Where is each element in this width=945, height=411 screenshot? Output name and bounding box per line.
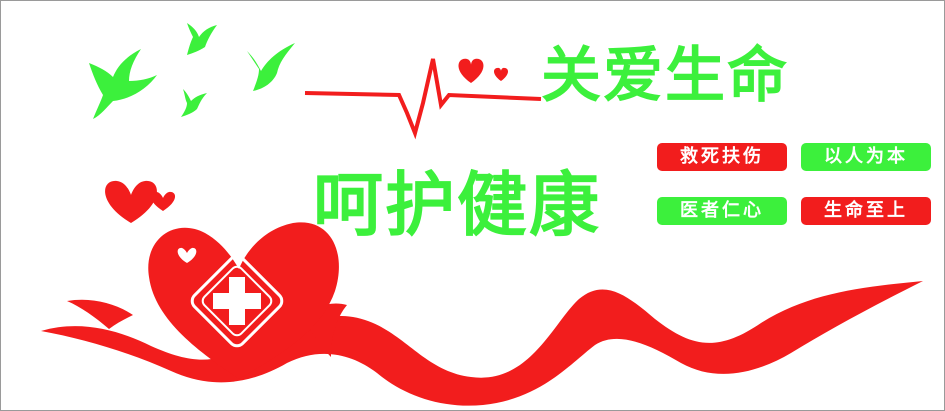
heart-icon bbox=[494, 67, 508, 81]
dove-icon bbox=[181, 89, 207, 117]
heart-icon bbox=[105, 180, 157, 223]
heart-icon bbox=[150, 191, 176, 211]
ribbon bbox=[67, 299, 133, 329]
medical-cross-center bbox=[213, 277, 261, 325]
heart-icon bbox=[177, 247, 197, 263]
doves-group bbox=[89, 23, 295, 119]
dove-icon bbox=[89, 49, 157, 119]
badge-physician-kindness: 医者仁心 bbox=[657, 197, 787, 225]
headline-protect-health: 呵护健康 bbox=[313, 164, 601, 246]
badge-life-first: 生命至上 bbox=[801, 197, 931, 225]
heart-icon bbox=[458, 58, 484, 83]
dove-icon bbox=[187, 23, 217, 55]
dove-icon bbox=[247, 43, 295, 91]
heartbeat-line bbox=[304, 58, 542, 140]
medical-cross-icon bbox=[190, 254, 284, 348]
ribbon bbox=[41, 281, 923, 406]
badge-heal-the-wounded: 救死扶伤 bbox=[657, 143, 787, 171]
headline-care-for-life: 关爱生命 bbox=[541, 41, 789, 111]
badge-people-oriented: 以人为本 bbox=[801, 143, 931, 171]
